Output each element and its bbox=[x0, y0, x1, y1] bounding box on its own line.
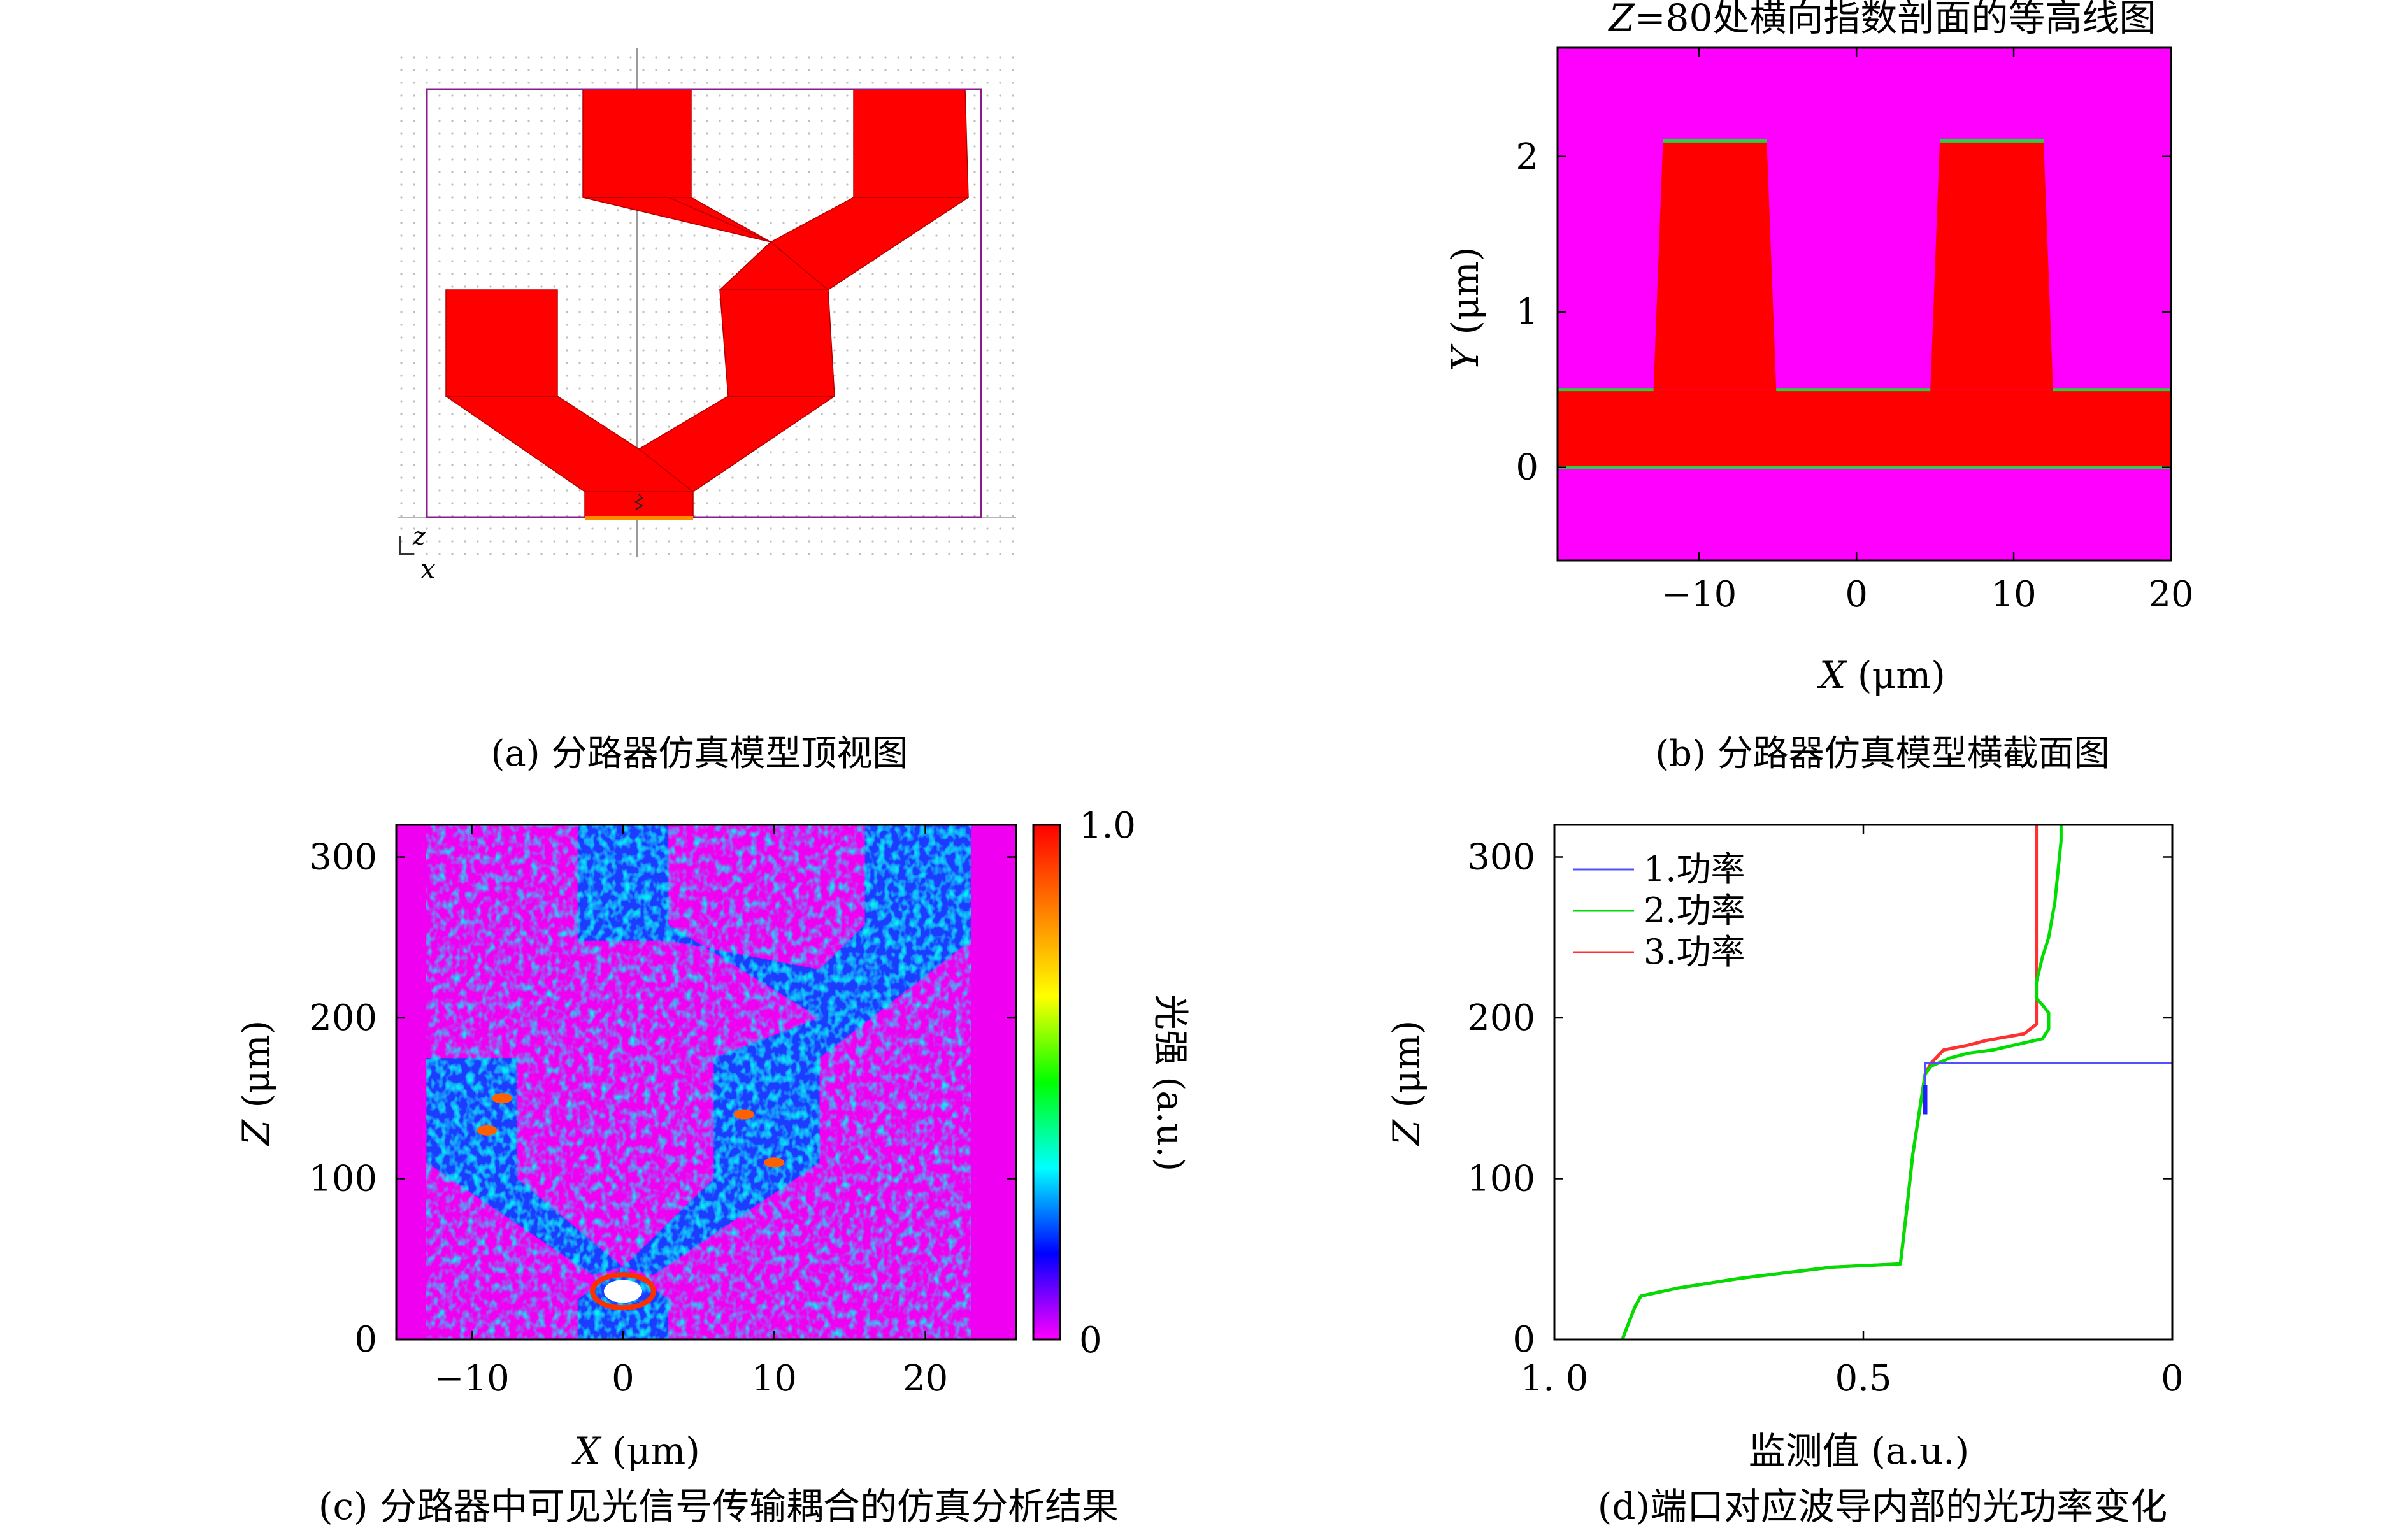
panel-b-title-italic: Z bbox=[1608, 0, 1636, 39]
panel-b-x-axis-unit: (μm) bbox=[1845, 653, 1945, 697]
panel-c-guided-region-3 bbox=[426, 1058, 623, 1275]
panel-b-x-tick-label: 0 bbox=[1845, 574, 1868, 615]
panel-c-y-axis-unit: (μm) bbox=[234, 1020, 278, 1120]
panel-a-source bbox=[585, 516, 693, 520]
panel-b-y-axis-letter: Y bbox=[1444, 343, 1487, 371]
panel-b-frame bbox=[1556, 46, 2172, 562]
panel-a-axis-z-letter: z bbox=[412, 522, 426, 550]
panel-c-frame bbox=[395, 824, 1017, 1341]
panel-c-y-tick-label: 200 bbox=[309, 997, 377, 1039]
panel-b-ridge-1 bbox=[1653, 141, 1777, 390]
panel-d-legend-label: 3.功率 bbox=[1644, 932, 1745, 972]
panel-b-x-axis-letter: X bbox=[1817, 653, 1847, 697]
panel-b-y-axis-label: Y (μm) bbox=[1444, 247, 1487, 371]
panel-b-caption: (b) 分路器仿真模型横截面图 bbox=[1655, 733, 2109, 775]
panel-c-colorbar-min-label: 0 bbox=[1079, 1320, 1102, 1361]
panel-b-y-axis-unit: (μm) bbox=[1444, 247, 1487, 346]
panel-c-y-axis-letter: Z bbox=[234, 1118, 278, 1146]
panel-d-y-tick-label: 200 bbox=[1467, 997, 1535, 1039]
panel-d-y-ticks: 0 100 200 300 bbox=[1467, 837, 2172, 1360]
panel-a-caption: (a) 分路器仿真模型顶视图 bbox=[491, 733, 908, 775]
panel-d-y-tick-label: 100 bbox=[1467, 1159, 1535, 1200]
panel-d-legend-label: 2.功率 bbox=[1644, 890, 1745, 931]
panel-c-guided-region-4 bbox=[622, 1058, 820, 1275]
panel-d-power-monitor: 1. 0 0.5 0 0 100 200 300 1.功率2.功率3.功率 监测值 (a.… bbox=[1385, 824, 2184, 1528]
panel-c-x-axis-label: X (μm) bbox=[571, 1429, 700, 1473]
panel-c-guided-region-1 bbox=[577, 1299, 669, 1339]
panel-c-x-tick-label: 0 bbox=[612, 1358, 634, 1399]
panel-c-peak bbox=[733, 1109, 754, 1120]
panel-b-plot-area bbox=[1556, 46, 2172, 562]
panel-d-x-axis-label: 监测值 (a.u.) bbox=[1749, 1429, 1970, 1473]
panel-c-caption: (c) 分路器中可见光信号传输耦合的仿真分析结果 bbox=[319, 1485, 1119, 1528]
panel-b-core-slab bbox=[1558, 389, 2171, 468]
panel-b-ridge-2 bbox=[1930, 141, 2053, 390]
panel-d-legend-label: 1.功率 bbox=[1644, 849, 1745, 889]
panel-c-y-ticks: 0 100 200 300 bbox=[309, 837, 1016, 1360]
panel-b-x-tick-label: −10 bbox=[1661, 574, 1737, 615]
panel-d-y-axis-letter: Z bbox=[1385, 1118, 1428, 1146]
panel-c-peak bbox=[492, 1093, 513, 1104]
panel-d-legend: 1.功率2.功率3.功率 bbox=[1573, 849, 1745, 972]
panel-c-y-axis-label: Z (μm) bbox=[234, 1020, 278, 1147]
panel-d-plot-area bbox=[1553, 824, 2174, 1341]
panel-c-hotspot bbox=[603, 1280, 642, 1303]
panel-b-x-ticks: −10 0 10 20 bbox=[1661, 48, 2194, 615]
panel-d-y-tick-label: 300 bbox=[1467, 837, 1535, 878]
panel-c-x-axis-unit: (μm) bbox=[600, 1429, 699, 1473]
panel-d-y-axis-unit: (μm) bbox=[1385, 1020, 1428, 1120]
panel-c-x-ticks: −10 0 10 20 bbox=[434, 825, 948, 1399]
panel-c-colorbar-ramp bbox=[1032, 824, 1061, 1341]
panel-d-x-tick-label: 1. 0 bbox=[1521, 1358, 1589, 1399]
panel-c-field bbox=[396, 825, 1016, 1339]
panel-c-hotspot-ring bbox=[589, 1272, 656, 1311]
panel-c-colorbar-max-label: 1.0 bbox=[1079, 805, 1136, 846]
panel-a-model-top-view: z x (a) 分路器仿真模型顶视图 bbox=[398, 48, 1016, 775]
panel-b-cross-section: Z=80处横向指数剖面的等高线图 −10 0 10 20 0 1 2 X (μm) Y (… bbox=[1444, 0, 2194, 775]
panel-c-peak bbox=[764, 1157, 785, 1168]
panel-c-colorbar: 1.00 bbox=[1032, 805, 1136, 1361]
panel-c-plot-area bbox=[395, 824, 1017, 1341]
panel-b-y-ticks: 0 1 2 bbox=[1516, 136, 2171, 489]
panel-d-background bbox=[1554, 825, 2172, 1339]
panel-b-title-rest: =80处横向指数剖面的等高线图 bbox=[1635, 0, 2156, 39]
panel-a-axis-glyph bbox=[399, 536, 414, 555]
panel-a-probe bbox=[634, 494, 643, 510]
panel-d-caption: (d)端口对应波导内部的光功率变化 bbox=[1598, 1485, 2167, 1528]
panel-c-guided-region-5 bbox=[577, 825, 971, 1059]
panel-b-y-tick-label: 1 bbox=[1516, 292, 1538, 333]
panel-c-colorbar-label: 光强 (a.u.) bbox=[1149, 994, 1191, 1172]
panel-c-x-tick-label: −10 bbox=[434, 1358, 510, 1399]
panel-c-x-axis-letter: X bbox=[571, 1429, 602, 1473]
panel-c-y-tick-label: 100 bbox=[309, 1159, 377, 1200]
panel-c-y-tick-label: 0 bbox=[354, 1319, 377, 1360]
panel-d-x-ticks: 1. 0 0.5 0 bbox=[1521, 825, 2184, 1399]
panel-c-peak bbox=[477, 1125, 498, 1136]
panel-b-x-tick-label: 10 bbox=[1991, 574, 2036, 615]
panel-b-x-axis-label: X (μm) bbox=[1817, 653, 1946, 697]
panel-b-y-tick-label: 2 bbox=[1516, 136, 1538, 178]
panel-c-y-tick-label: 300 bbox=[309, 837, 377, 878]
panel-a-axis-x-letter: x bbox=[420, 553, 436, 585]
panel-d-series-line-2.功率 bbox=[1621, 825, 2063, 1340]
panel-c-x-tick-label: 10 bbox=[752, 1358, 797, 1399]
panel-d-x-tick-label: 0.5 bbox=[1835, 1358, 1891, 1399]
panel-b-title: Z=80处横向指数剖面的等高线图 bbox=[1608, 0, 2156, 39]
panel-d-y-tick-label: 0 bbox=[1512, 1319, 1535, 1360]
panel-b-y-tick-label: 0 bbox=[1516, 447, 1538, 489]
panel-d-y-axis-label: Z (μm) bbox=[1385, 1020, 1428, 1147]
panel-a-boundary bbox=[426, 88, 982, 518]
panel-d-x-tick-label: 0 bbox=[2161, 1358, 2184, 1399]
panel-c-x-tick-label: 20 bbox=[903, 1358, 948, 1399]
panel-b-x-tick-label: 20 bbox=[2148, 574, 2193, 615]
panel-b-cladding bbox=[1558, 48, 2171, 560]
